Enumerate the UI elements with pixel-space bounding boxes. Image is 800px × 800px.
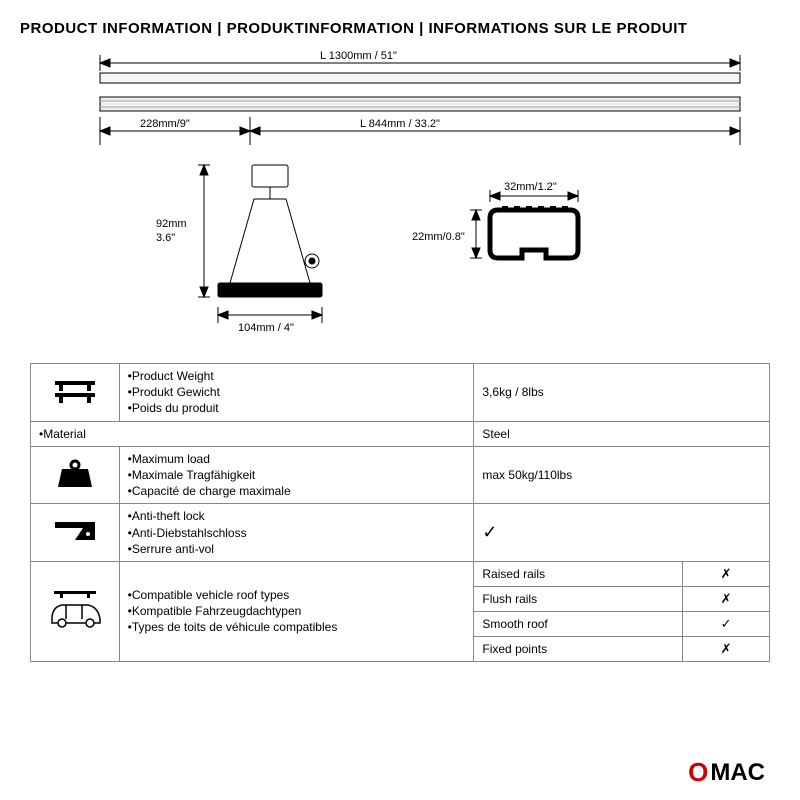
- car-icon: [31, 561, 120, 661]
- dim-profile-w: 32mm/1.2": [504, 181, 557, 193]
- table-row: •Maximum load •Maximale Tragfähigkeit •C…: [31, 446, 770, 504]
- logo-rest: MAC: [710, 759, 765, 787]
- weight-icon: [31, 446, 120, 504]
- value-weight: 3,6kg / 8lbs: [474, 364, 770, 422]
- compat-val-0: ✗: [683, 561, 770, 586]
- spec-table: •Product Weight •Produkt Gewicht •Poids …: [30, 363, 770, 662]
- dim-profile-h: 22mm/0.8": [412, 231, 465, 243]
- value-load: max 50kg/110lbs: [474, 446, 770, 504]
- compat-val-2: ✓: [683, 611, 770, 636]
- dim-mid-length: L 844mm / 33.2": [360, 118, 440, 130]
- label-weight: •Product Weight •Produkt Gewicht •Poids …: [119, 364, 474, 422]
- label-material: •Material: [31, 421, 474, 446]
- value-material: Steel: [474, 421, 770, 446]
- value-lock: ✓: [474, 504, 770, 562]
- table-row: •Product Weight •Produkt Gewicht •Poids …: [31, 364, 770, 422]
- brand-logo: OMAC: [688, 757, 765, 788]
- dim-offset: 228mm/9": [140, 118, 190, 130]
- dim-top-length: L 1300mm / 51": [320, 50, 397, 62]
- compat-val-1: ✗: [683, 586, 770, 611]
- compat-opt-0: Raised rails: [474, 561, 683, 586]
- table-row: •Anti-theft lock •Anti-Diebstahlschloss …: [31, 504, 770, 562]
- bars-icon: [31, 364, 120, 422]
- lock-icon: [31, 504, 120, 562]
- compat-val-3: ✗: [683, 636, 770, 661]
- dim-tower-base: 104mm / 4": [238, 322, 294, 334]
- table-row: •Material Steel: [31, 421, 770, 446]
- table-row: •Compatible vehicle roof types •Kompatib…: [31, 561, 770, 586]
- logo-accent-letter: O: [688, 757, 708, 788]
- label-compat: •Compatible vehicle roof types •Kompatib…: [119, 561, 474, 661]
- technical-diagram: L 1300mm / 51" 228mm/9" L 844mm / 33.2": [20, 45, 780, 355]
- label-lock: •Anti-theft lock •Anti-Diebstahlschloss …: [119, 504, 474, 562]
- compat-opt-1: Flush rails: [474, 586, 683, 611]
- dim-tower-h2: 3.6": [156, 232, 175, 244]
- dim-tower-h1: 92mm: [156, 218, 187, 230]
- label-load: •Maximum load •Maximale Tragfähigkeit •C…: [119, 446, 474, 504]
- page-title: PRODUCT INFORMATION | PRODUKTINFORMATION…: [0, 0, 800, 45]
- compat-opt-3: Fixed points: [474, 636, 683, 661]
- compat-opt-2: Smooth roof: [474, 611, 683, 636]
